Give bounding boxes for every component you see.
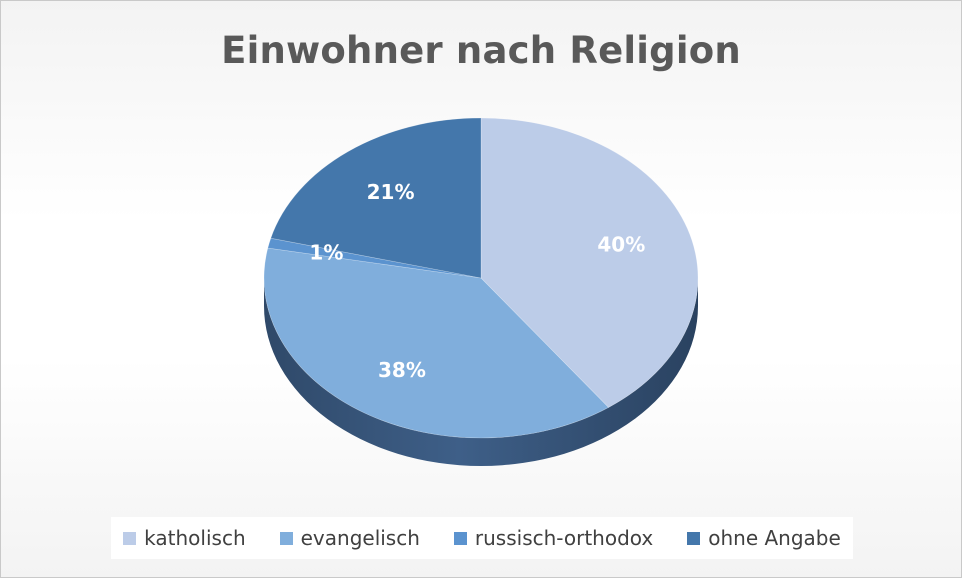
legend-item-katholisch: katholisch bbox=[123, 526, 246, 550]
pie-slice-evangelisch bbox=[263, 247, 610, 439]
data-label-evangelisch: 38% bbox=[378, 358, 426, 382]
chart-title: Einwohner nach Religion bbox=[221, 29, 741, 72]
legend-item-russisch-orthodox: russisch-orthodox bbox=[453, 526, 654, 550]
pie-slices bbox=[263, 117, 699, 439]
legend-label-ohne-angabe: ohne Angabe bbox=[708, 526, 841, 550]
data-label-katholisch: 40% bbox=[597, 232, 645, 256]
legend-swatch-katholisch bbox=[123, 531, 137, 545]
pie-labels: 40% 38% 1% 21% bbox=[309, 180, 645, 382]
legend-swatch-evangelisch bbox=[279, 531, 293, 545]
data-label-ohne-angabe: 21% bbox=[367, 180, 415, 204]
legend-label-evangelisch: evangelisch bbox=[300, 526, 420, 550]
pie-slice-russisch-orthodox bbox=[267, 237, 482, 279]
pie-depth bbox=[264, 278, 698, 466]
legend-item-ohne-angabe: ohne Angabe bbox=[687, 526, 841, 550]
legend-item-evangelisch: evangelisch bbox=[279, 526, 420, 550]
legend-label-russisch-orthodox: russisch-orthodox bbox=[474, 526, 654, 550]
legend-label-katholisch: katholisch bbox=[144, 526, 246, 550]
legend-swatch-russisch-orthodox bbox=[453, 531, 467, 545]
pie-side bbox=[264, 278, 698, 466]
pie-slice-katholisch bbox=[480, 117, 699, 408]
data-label-russisch-orthodox: 1% bbox=[309, 241, 343, 265]
legend-swatch-ohne-angabe bbox=[687, 531, 701, 545]
legend: katholisch evangelisch russisch-orthodox… bbox=[111, 517, 853, 559]
pie-slice-ohne-angabe bbox=[270, 117, 482, 279]
